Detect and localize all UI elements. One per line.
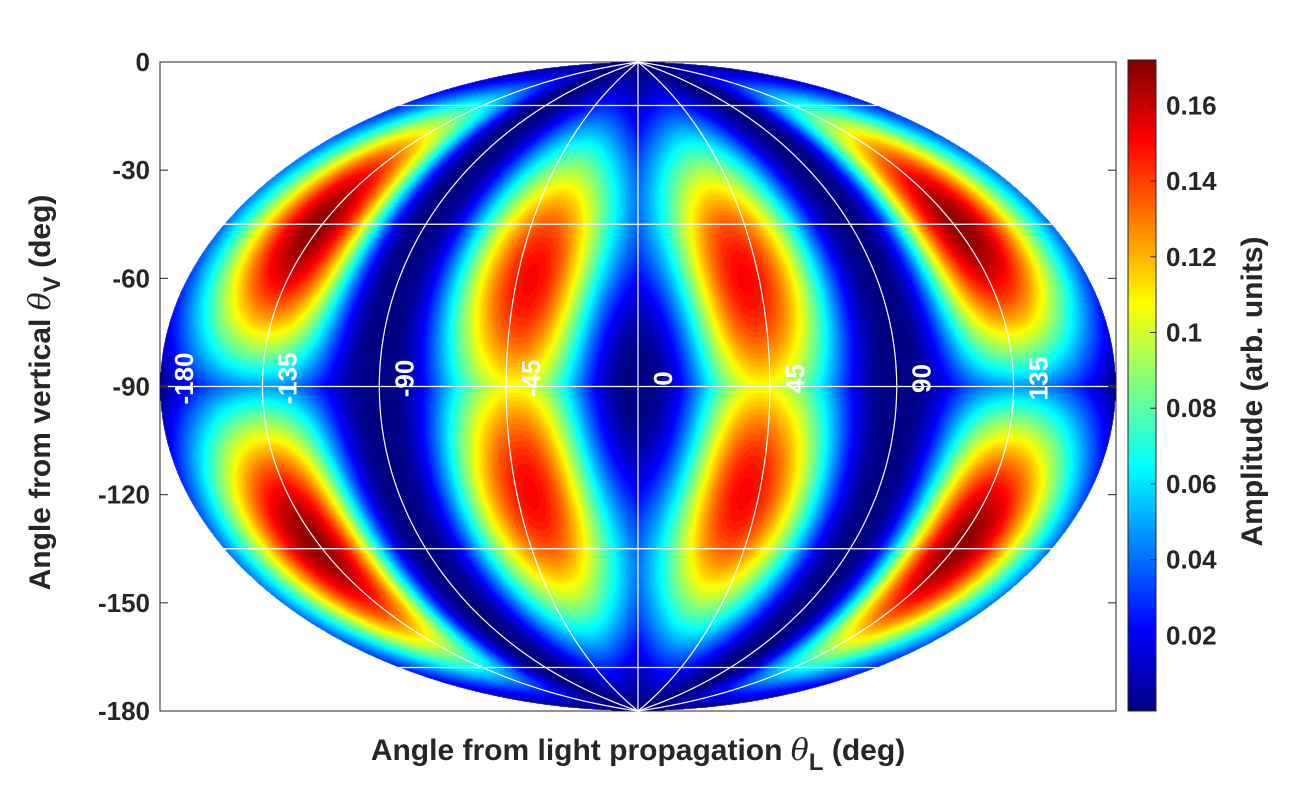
meridian-label: 90 [907,364,937,393]
colorbar-tick-label: 0.1 [1166,318,1202,348]
meridian-label: -135 [272,352,302,404]
y-axis-label-text: Angle from vertical [24,310,57,590]
y-tick-label: -120 [98,480,150,510]
colorbar-tick-label: 0.06 [1166,469,1217,499]
y-tick-label: -180 [98,696,150,726]
meridian-labels: -180 -135 -90 -45 0 45 90 135 [169,352,1054,404]
graticule [160,61,1116,712]
y-tick-label: -30 [112,155,150,185]
meridian-label: -90 [389,360,419,398]
x-axis-label-suffix: (deg) [824,734,906,767]
x-axis-label-subscript: L [809,749,824,776]
y-axis-label: Angle from vertical θV (deg) [23,195,66,591]
colorbar-tick-label: 0.16 [1166,90,1217,120]
meridian-label: -45 [516,360,546,398]
meridian-label: 0 [648,371,678,385]
y-axis-ticks: 0 -30 -60 -90 -120 -150 -180 [98,47,1116,726]
colorbar: 0.02 0.04 0.06 0.08 0.1 0.12 0.14 0.16 Amplitud… [1127,59,1269,712]
x-axis-label-symbol: θ [791,733,809,768]
y-axis-label-suffix: (deg) [24,195,57,277]
colorbar-tick-label: 0.04 [1166,545,1217,575]
colorbar-tick-label: 0.12 [1166,242,1217,272]
meridian-label: 45 [780,364,810,393]
x-axis-label-text: Angle from light propagation [371,734,791,767]
colorbar-tick-label: 0.02 [1166,620,1217,650]
meridian-label: 135 [1024,357,1054,400]
y-tick-label: -90 [112,372,150,402]
y-axis-label-symbol: θ [23,292,58,310]
colorbar-tick-label: 0.08 [1166,393,1217,423]
y-tick-label: 0 [136,47,150,77]
colorbar-tick-label: 0.14 [1166,166,1217,196]
colorbar-gradient [1127,59,1157,712]
y-axis-label-subscript: V [39,276,66,292]
colorbar-ticks: 0.02 0.04 0.06 0.08 0.1 0.12 0.14 0.16 [1150,90,1217,650]
meridian-label: -180 [169,352,199,404]
colorbar-label: Amplitude (arb. units) [1236,237,1269,547]
y-tick-label: -150 [98,588,150,618]
x-axis-label: Angle from light propagation θL (deg) [371,733,905,776]
y-tick-label: -60 [112,263,150,293]
